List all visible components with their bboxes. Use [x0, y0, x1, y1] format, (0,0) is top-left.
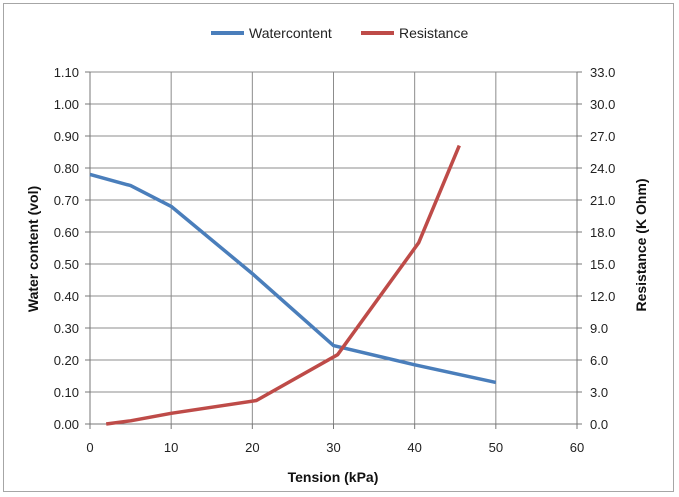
- x-tick-label: 50: [489, 440, 503, 455]
- y-tick-label: 0.50: [54, 257, 79, 272]
- chart-frame: [3, 3, 674, 492]
- y-tick-label: 0.00: [54, 417, 79, 432]
- y-tick-label: 0.40: [54, 289, 79, 304]
- y-tick-label: 0.20: [54, 353, 79, 368]
- series-line-watercontent: [89, 172, 497, 385]
- y2-axis-title: Resistance (K Ohm): [633, 178, 649, 311]
- x-axis-title: Tension (kPa): [288, 469, 379, 485]
- x-tick-label: 20: [245, 440, 259, 455]
- y2-tick-label: 30.0: [590, 97, 615, 112]
- y2-tick-label: 24.0: [590, 161, 615, 176]
- x-tick-label: 60: [570, 440, 584, 455]
- series-line-resistance: [105, 144, 461, 426]
- y2-tick-label: 27.0: [590, 129, 615, 144]
- y-tick-label: 0.30: [54, 321, 79, 336]
- y2-tick-label: 0.0: [590, 417, 608, 432]
- y2-tick-label: 18.0: [590, 225, 615, 240]
- x-tick-label: 30: [326, 440, 340, 455]
- series-group: [89, 144, 497, 426]
- y2-tick-label: 33.0: [590, 65, 615, 80]
- legend: Watercontent Resistance: [211, 25, 468, 41]
- y-tick-label: 1.00: [54, 97, 79, 112]
- grid-lines: [89, 71, 578, 425]
- y-tick-label: 1.10: [54, 65, 79, 80]
- y-tick-label: 0.60: [54, 225, 79, 240]
- y2-tick-label: 9.0: [590, 321, 608, 336]
- legend-label-watercontent: Watercontent: [249, 25, 332, 41]
- y2-tick-label: 12.0: [590, 289, 615, 304]
- y-axis-title: Water content (vol): [25, 186, 41, 312]
- tick-labels: 0.000.100.200.300.400.500.600.700.800.90…: [54, 65, 616, 455]
- y2-tick-label: 21.0: [590, 193, 615, 208]
- x-tick-label: 40: [407, 440, 421, 455]
- x-tick-label: 10: [164, 440, 178, 455]
- y2-tick-label: 15.0: [590, 257, 615, 272]
- legend-label-resistance: Resistance: [399, 25, 468, 41]
- y-tick-label: 0.10: [54, 385, 79, 400]
- y-tick-label: 0.70: [54, 193, 79, 208]
- y2-tick-label: 6.0: [590, 353, 608, 368]
- y2-tick-label: 3.0: [590, 385, 608, 400]
- axes: [85, 71, 582, 429]
- x-tick-label: 0: [86, 440, 93, 455]
- y-tick-label: 0.90: [54, 129, 79, 144]
- y-tick-label: 0.80: [54, 161, 79, 176]
